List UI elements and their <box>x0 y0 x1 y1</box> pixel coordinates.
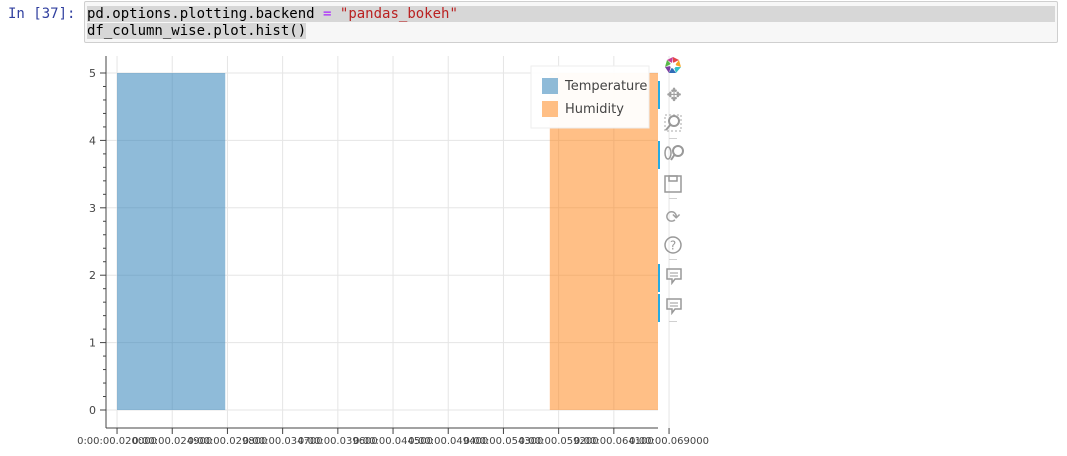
hover-icon-humidity <box>665 297 683 320</box>
x-tick-label: 0:00:00.069000 <box>629 436 709 447</box>
legend-label-temperature: Temperature <box>564 79 647 94</box>
box-zoom-button[interactable] <box>658 111 688 139</box>
legend-swatch-temperature <box>542 78 558 94</box>
y-tick-label: 2 <box>89 269 96 282</box>
y-tick-label: 1 <box>89 337 96 350</box>
x-tick-label: 0:00:00.049400 <box>408 436 488 447</box>
hover-button-humidity[interactable] <box>658 294 688 322</box>
hist-bar-humidity <box>549 73 658 410</box>
code-string: "pandas_bokeh" <box>339 6 458 22</box>
code-operator: = <box>323 6 332 22</box>
x-tick-label: 0:00:00.029800 <box>187 436 267 447</box>
hover-icon-temperature <box>665 267 683 290</box>
code-line-1: pd.options.plotting.backend = "pandas_bo… <box>87 6 1055 22</box>
svg-text:?: ? <box>670 238 676 252</box>
save-button[interactable] <box>658 172 688 200</box>
toolbar-separator <box>669 321 677 322</box>
pan-button[interactable]: ✥ <box>658 81 688 109</box>
legend-box <box>530 65 650 129</box>
x-tick-label: 0:00:00.024900 <box>132 436 212 447</box>
cell-prompt: In [37]: <box>8 6 76 22</box>
reset-button[interactable]: ⟳ <box>658 203 688 231</box>
x-tick-label: 0:00:00.020000 <box>77 436 157 447</box>
toolbar-separator <box>669 259 677 260</box>
x-tick-label: 0:00:00.039600 <box>298 436 378 447</box>
wheel-zoom-button[interactable] <box>658 141 688 169</box>
legend-label-humidity: Humidity <box>565 102 624 117</box>
help-button[interactable]: ? <box>658 233 688 261</box>
toolbar-separator <box>669 138 677 139</box>
pan-icon: ✥ <box>666 84 682 106</box>
axes: 0123450:00:00.0200000:00:00.0249000:00:0… <box>77 56 709 447</box>
x-tick-label: 0:00:00.044500 <box>353 436 433 447</box>
wheel-zoom-icon <box>663 143 685 168</box>
bokeh-logo-icon <box>663 55 683 80</box>
plot-toolbar: ✥ ⟳? <box>658 53 688 333</box>
hist-bar-temperature <box>117 73 226 410</box>
code-cell[interactable]: pd.options.plotting.backend = "pandas_bo… <box>84 1 1058 43</box>
code-text: df_column_wise.plot.hist() <box>87 23 307 39</box>
y-tick-label: 3 <box>89 202 96 215</box>
legend: Temperature Humidity <box>530 65 650 129</box>
hover-button-temperature[interactable] <box>658 264 688 292</box>
code-line-2: df_column_wise.plot.hist() <box>87 23 307 39</box>
box-zoom-icon <box>663 113 683 138</box>
x-tick-label: 0:00:00.054300 <box>463 436 543 447</box>
y-tick-label: 4 <box>89 134 96 147</box>
help-icon: ? <box>663 235 683 260</box>
x-tick-label: 0:00:00.034700 <box>243 436 323 447</box>
save-icon <box>663 174 683 199</box>
code-text: pd.options.plotting.backend <box>87 6 324 22</box>
x-tick-label: 0:00:00.064100 <box>574 436 654 447</box>
reset-icon: ⟳ <box>665 206 681 228</box>
histogram-bars <box>117 73 658 410</box>
toolbar-separator <box>669 198 677 199</box>
bokeh-logo-button[interactable] <box>658 53 688 81</box>
legend-swatch-humidity <box>542 101 558 117</box>
y-tick-label: 5 <box>89 67 96 80</box>
x-tick-label: 0:00:00.059200 <box>519 436 599 447</box>
y-tick-label: 0 <box>89 404 96 417</box>
